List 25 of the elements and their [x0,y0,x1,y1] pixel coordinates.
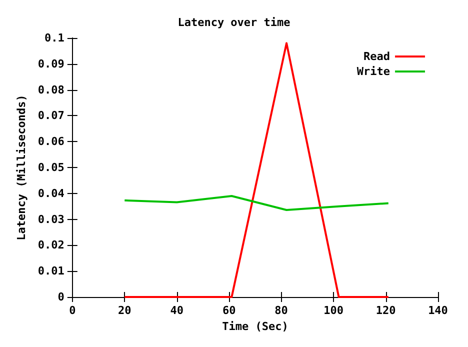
x-tick-label: 40 [170,304,184,317]
y-axis-title: Latency (Milliseconds) [15,94,28,240]
x-tick-label: 140 [428,304,448,317]
legend-label: Read [364,50,390,63]
y-tick-label: 0 [58,290,64,304]
x-tick-label: 20 [118,304,132,317]
line-series [124,194,390,211]
y-tick-label: 0.1 [44,32,65,44]
legend-label: Write [356,65,390,78]
y-tick-label: 0.04 [38,186,65,200]
x-axis-title: Time (Sec) [222,320,288,333]
y-tick-label: 0.05 [38,161,64,174]
y-tick-label: 0.08 [38,83,64,96]
y-tick-label: 0.06 [38,135,65,148]
x-tick-label: 100 [324,304,344,317]
x-tick-label: 120 [376,304,396,317]
y-tick-label: 0.07 [38,109,64,122]
y-tick-label: 0.01 [38,264,65,278]
x-tick-label: 80 [274,304,288,317]
y-tick-label: 0.09 [38,57,64,70]
x-tick-label: 0 [69,304,76,317]
chart-title: Latency over time [178,16,291,29]
y-tick-label: 0.02 [38,238,64,252]
x-tick-label: 60 [222,304,236,317]
y-tick-label: 0.03 [38,212,64,226]
